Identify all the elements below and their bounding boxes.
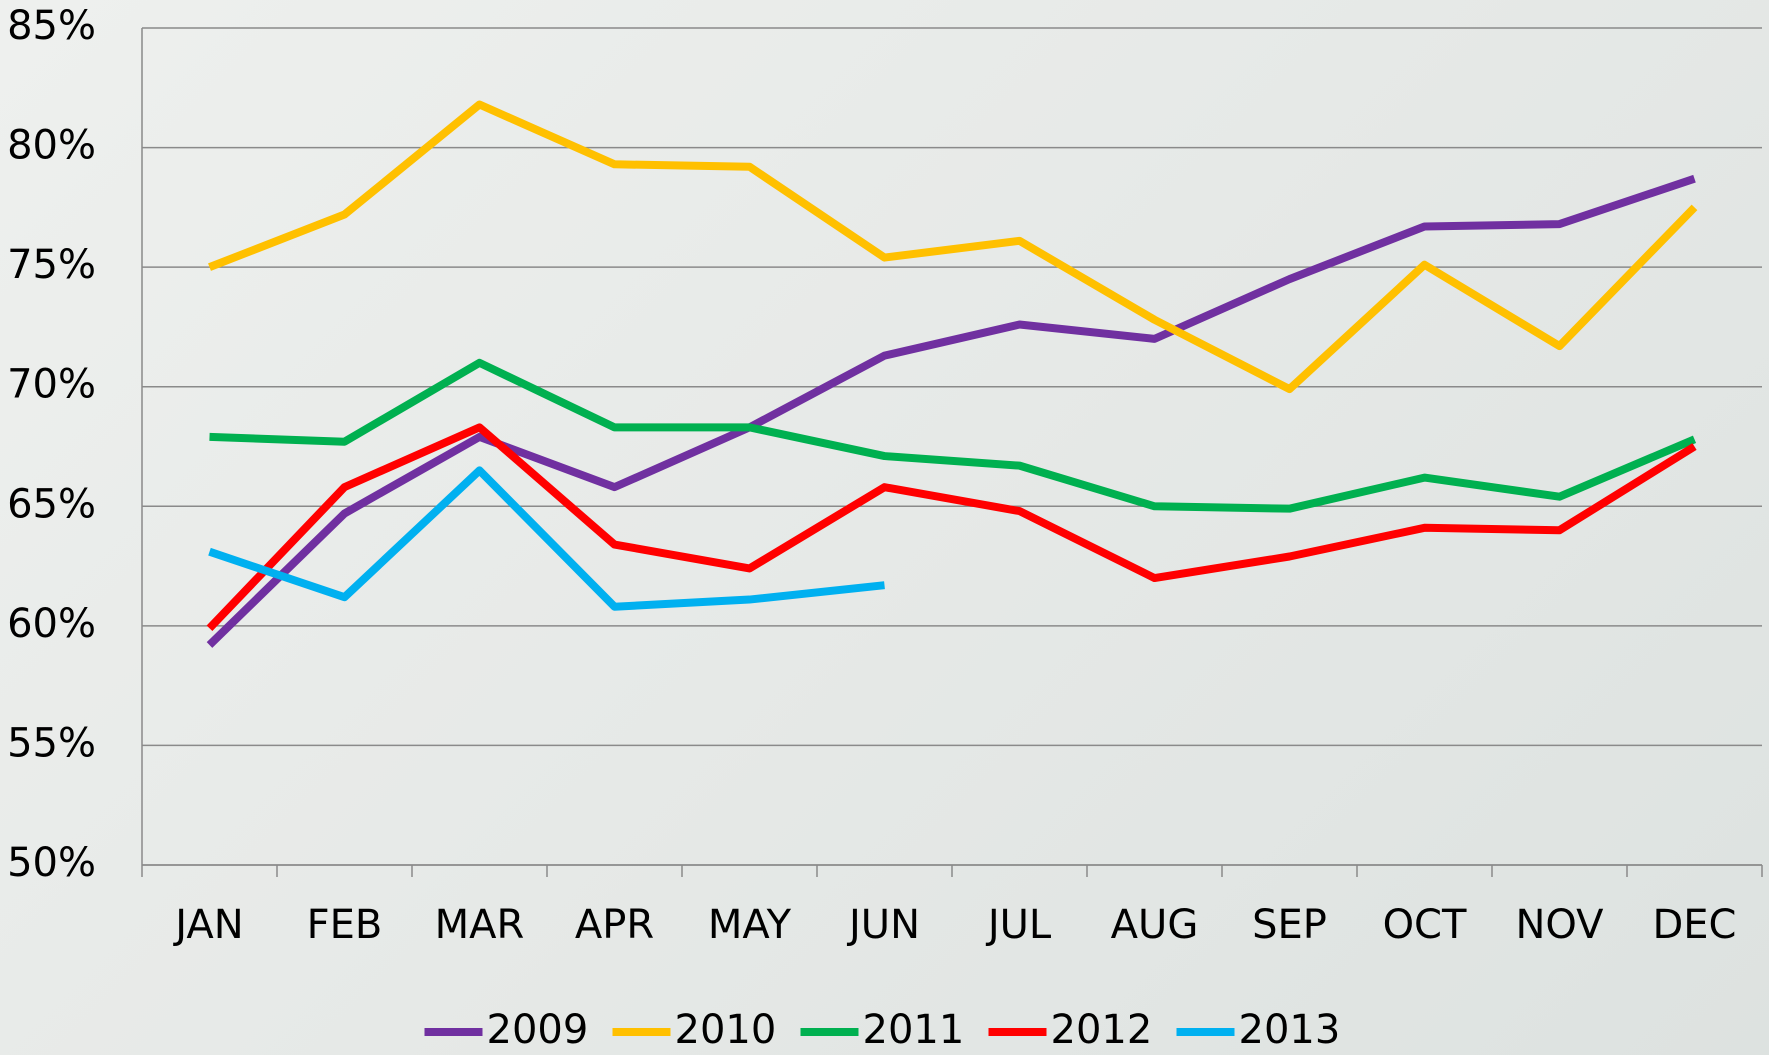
x-tick-label: AUG (1111, 902, 1199, 948)
y-tick-label: 70% (7, 362, 96, 408)
x-tick-label: MAR (435, 902, 525, 948)
y-tick-label: 55% (7, 720, 96, 766)
x-tick-label: FEB (307, 902, 383, 948)
y-tick-label: 75% (7, 242, 96, 288)
legend-label: 2012 (1051, 1007, 1153, 1053)
series-line (210, 363, 1695, 509)
legend-label: 2013 (1239, 1007, 1341, 1053)
y-tick-label: 50% (7, 840, 96, 886)
y-tick-label: 65% (7, 481, 96, 527)
x-tick-label: DEC (1652, 902, 1736, 948)
y-tick-label: 60% (7, 601, 96, 647)
x-tick-label: SEP (1252, 902, 1327, 948)
x-tick-label: NOV (1515, 902, 1604, 948)
chart: 50% 55% 60% 65% 70% 75% 80% 85% JAN FEB MAR APR MAY J… (0, 0, 1769, 1055)
y-tick-label: 80% (7, 123, 96, 169)
y-tick-label: 85% (7, 3, 96, 49)
legend-label: 2011 (863, 1007, 965, 1053)
x-tick-label: OCT (1383, 902, 1467, 948)
legend-label: 2009 (487, 1007, 589, 1053)
x-tick-label: JAN (172, 902, 243, 948)
x-tick-label: MAY (708, 902, 792, 948)
x-tick-label: JUN (846, 902, 920, 948)
x-tick-label: JUL (985, 902, 1052, 948)
x-tick-label: APR (575, 902, 654, 948)
legend-label: 2010 (675, 1007, 777, 1053)
